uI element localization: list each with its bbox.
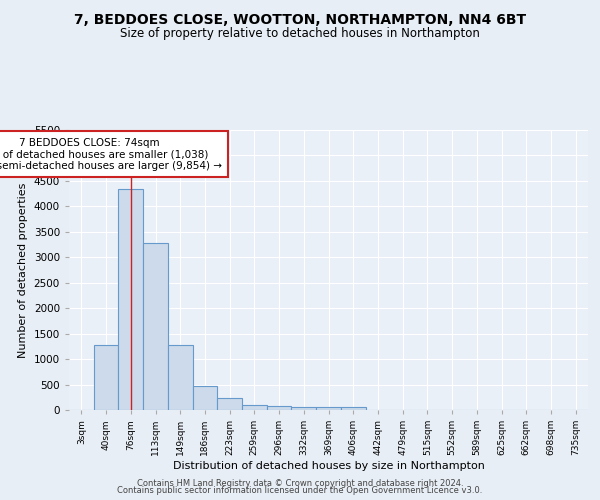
- Bar: [292, 407, 316, 410]
- Bar: [118, 189, 143, 410]
- Text: 7 BEDDOES CLOSE: 74sqm
← 9% of detached houses are smaller (1,038)
90% of semi-d: 7 BEDDOES CLOSE: 74sqm ← 9% of detached …: [0, 138, 222, 171]
- Bar: [94, 346, 118, 410]
- Bar: [341, 408, 365, 410]
- Bar: [242, 405, 267, 410]
- Text: 7, BEDDOES CLOSE, WOOTTON, NORTHAMPTON, NN4 6BT: 7, BEDDOES CLOSE, WOOTTON, NORTHAMPTON, …: [74, 12, 526, 26]
- Bar: [267, 406, 292, 410]
- Text: Size of property relative to detached houses in Northampton: Size of property relative to detached ho…: [120, 28, 480, 40]
- Bar: [217, 398, 242, 410]
- Text: Contains HM Land Registry data © Crown copyright and database right 2024.: Contains HM Land Registry data © Crown c…: [137, 478, 463, 488]
- Bar: [143, 243, 168, 410]
- Bar: [316, 408, 341, 410]
- X-axis label: Distribution of detached houses by size in Northampton: Distribution of detached houses by size …: [173, 461, 484, 471]
- Y-axis label: Number of detached properties: Number of detached properties: [18, 182, 28, 358]
- Bar: [193, 386, 217, 410]
- Bar: [168, 345, 193, 410]
- Text: Contains public sector information licensed under the Open Government Licence v3: Contains public sector information licen…: [118, 486, 482, 495]
